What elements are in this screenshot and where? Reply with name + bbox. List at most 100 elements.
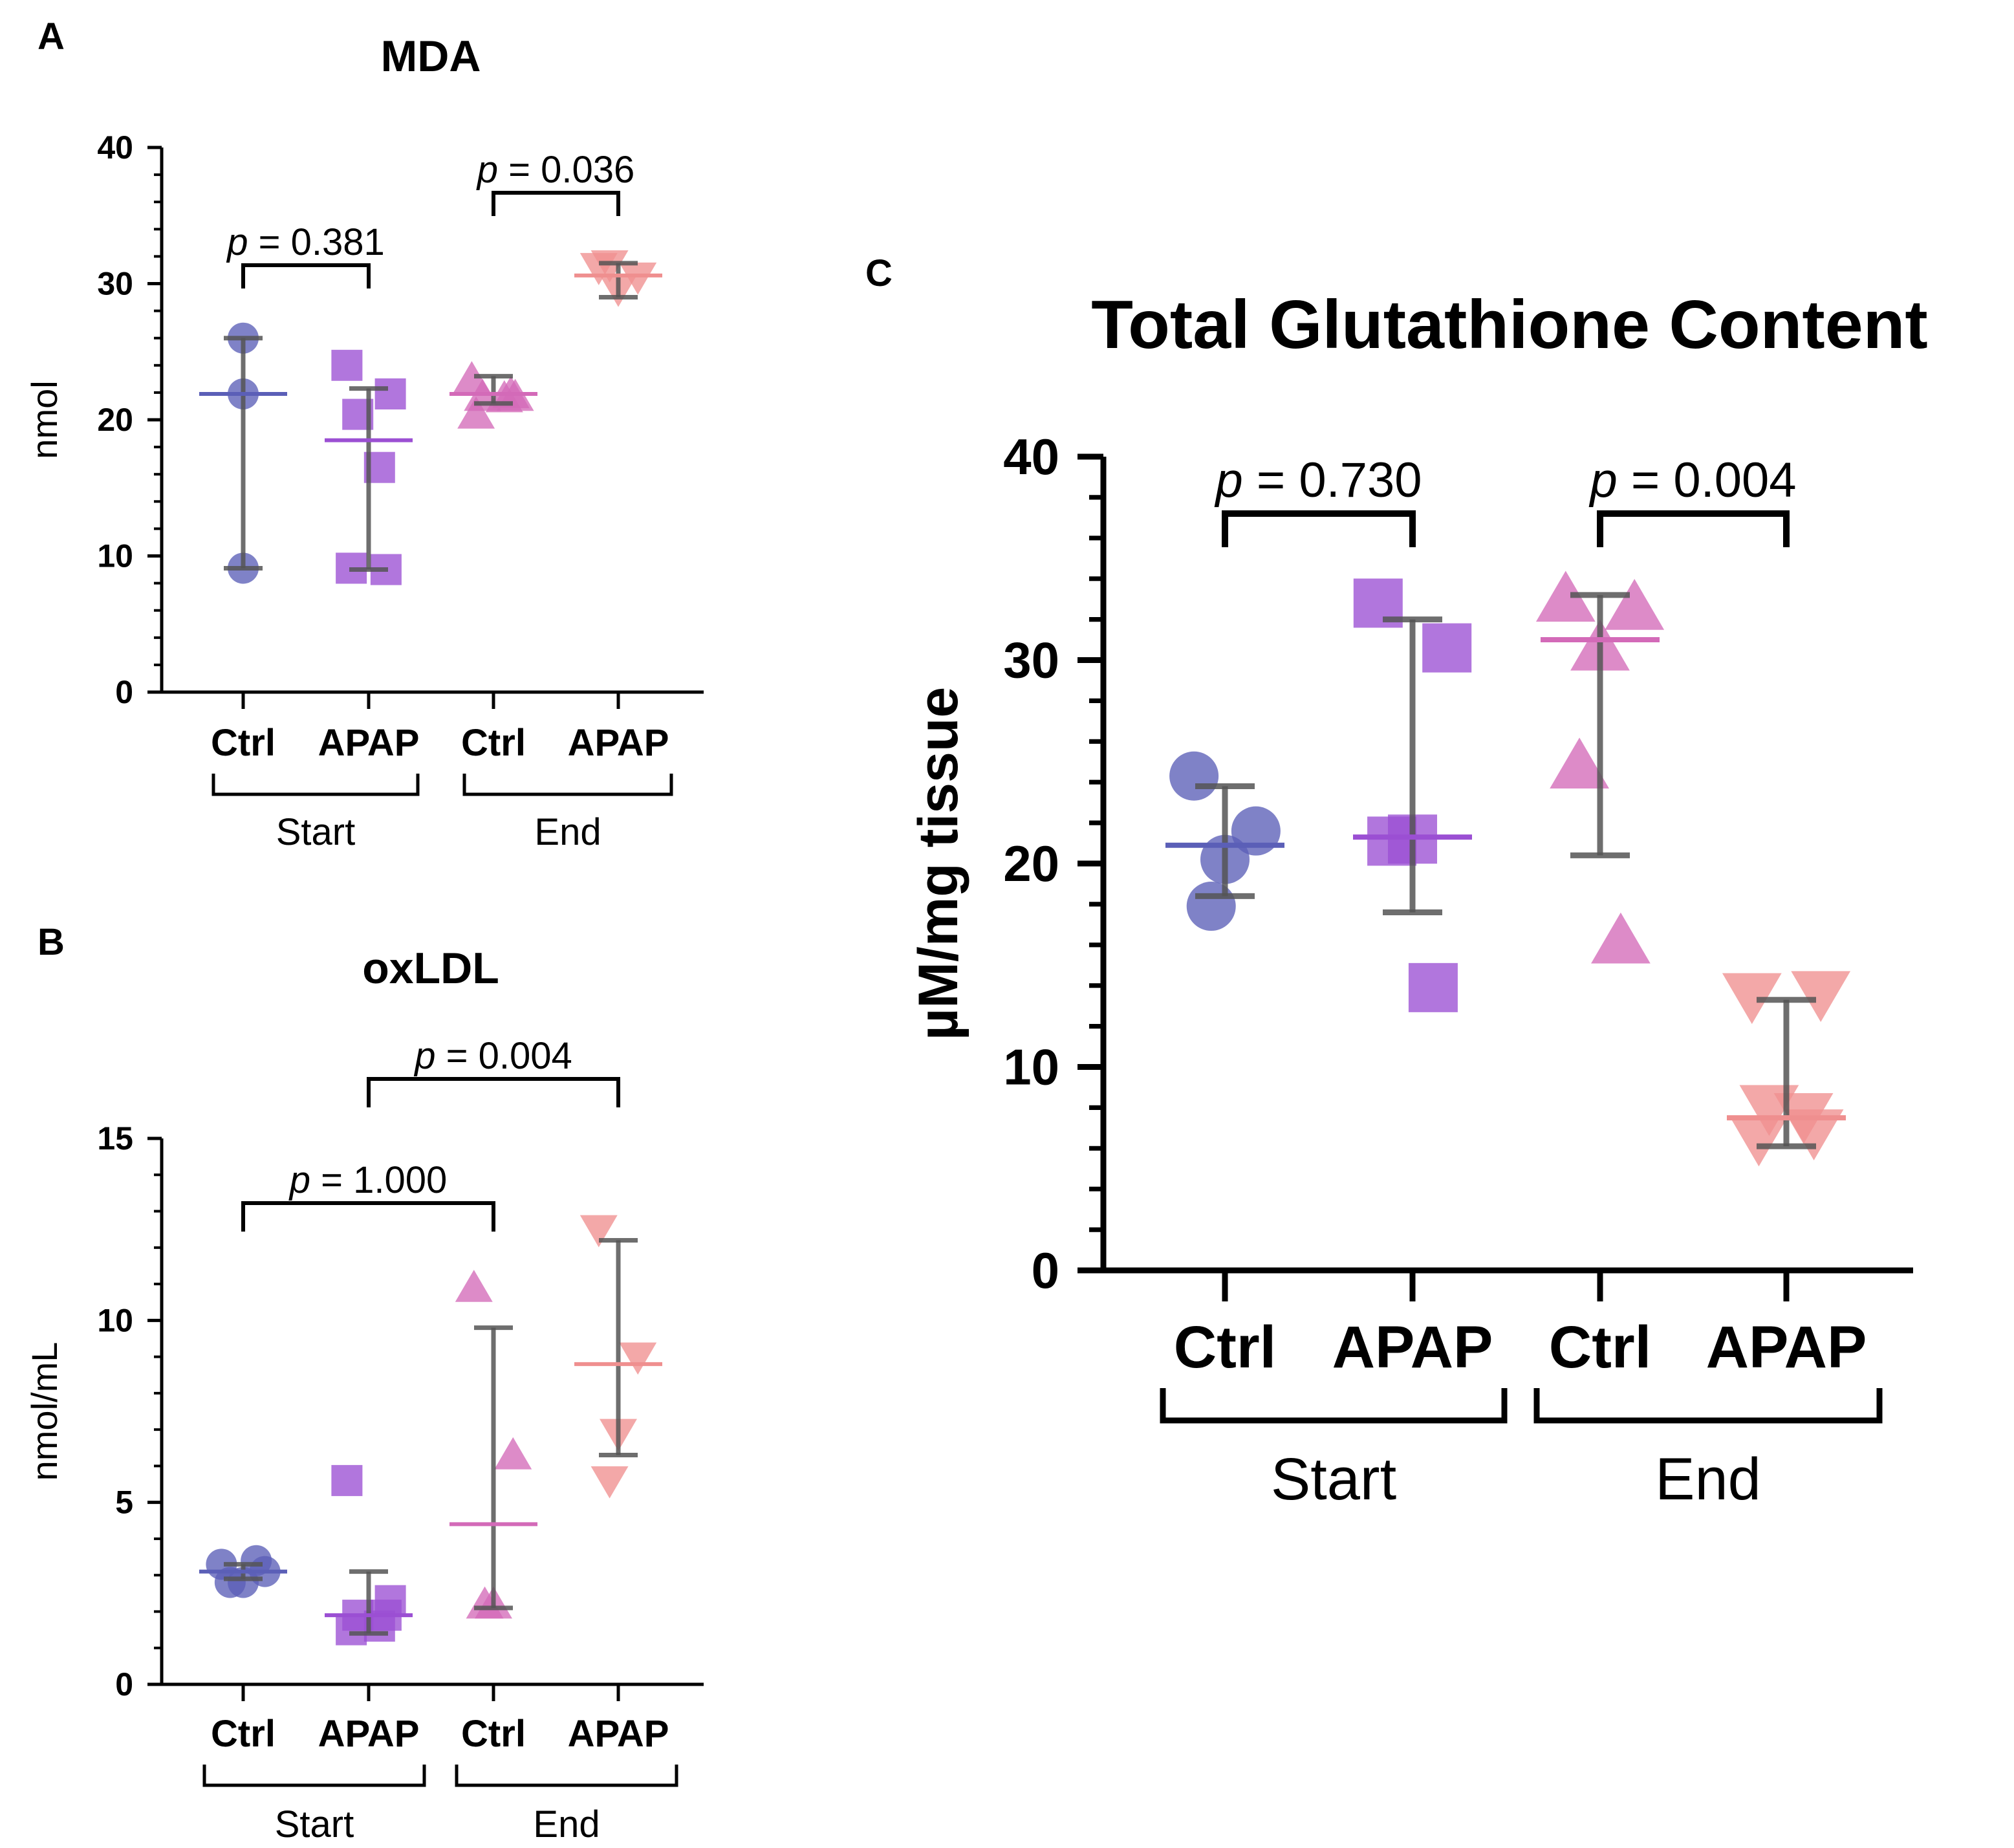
x-category-label: Ctrl [211, 722, 276, 764]
series-0 [199, 1545, 287, 1598]
y-tick-label: 30 [1003, 632, 1059, 689]
series-2 [1535, 571, 1665, 964]
data-point [331, 1464, 363, 1496]
series-2 [449, 361, 537, 429]
data-point [1169, 751, 1219, 801]
panel-letter: B [38, 921, 65, 963]
x-category-label: Ctrl [1174, 1314, 1276, 1380]
data-point [579, 1215, 618, 1248]
group-label: End [1655, 1446, 1761, 1512]
data-point [1408, 962, 1458, 1012]
group-label: End [534, 811, 601, 853]
data-point [619, 1342, 657, 1375]
panel-letter: A [38, 16, 65, 58]
group-label: Start [1271, 1446, 1396, 1512]
data-point [214, 1567, 246, 1598]
group-label: Start [275, 1803, 354, 1845]
comparison-bracket [492, 191, 620, 216]
data-point [590, 250, 629, 283]
x-category-label: Ctrl [461, 722, 526, 764]
y-tick-label: 15 [97, 1120, 133, 1157]
x-category-label: Ctrl [461, 1713, 526, 1755]
data-point [1550, 737, 1609, 788]
y-axis-title: nmol/mL [24, 1342, 65, 1481]
data-point [241, 1545, 272, 1576]
data-point [457, 396, 495, 429]
p-value-rest: = 0.036 [498, 149, 634, 191]
x-category-label: Ctrl [211, 1713, 276, 1755]
series-2 [449, 1270, 537, 1619]
data-point [1535, 571, 1596, 622]
data-point [1422, 623, 1472, 673]
group-bracket [462, 774, 673, 796]
data-point [455, 1270, 493, 1302]
y-tick-label: 5 [115, 1484, 133, 1521]
y-axis-title: nmol [24, 380, 65, 459]
comparison-bracket [241, 1201, 495, 1232]
comparison-bracket [367, 1077, 620, 1107]
p-value-italic: p [476, 149, 498, 191]
data-point [1784, 1109, 1844, 1160]
group-label: Start [276, 811, 356, 853]
comparison-bracket [1222, 510, 1416, 547]
data-point [619, 262, 657, 295]
y-tick-label: 10 [97, 1302, 133, 1338]
data-point [1722, 973, 1782, 1025]
group-bracket [202, 1765, 426, 1787]
data-point [494, 1437, 532, 1470]
y-tick-label: 20 [97, 402, 133, 438]
x-category-label: APAP [318, 722, 420, 764]
p-value-italic: p [1214, 453, 1242, 508]
group-bracket [1533, 1388, 1883, 1424]
p-value-label: p = 0.004 [413, 1035, 572, 1077]
data-point [1591, 912, 1651, 964]
data-point [1729, 1115, 1789, 1167]
data-point [1605, 579, 1665, 630]
panel-a: A MDA 0 10 20 30 40 nmol Ctrl APAP Ctrl APAP Start En… [24, 16, 704, 853]
data-point [1367, 816, 1417, 866]
group-bracket [211, 774, 420, 796]
x-category-label: Ctrl [1549, 1314, 1651, 1380]
x-category-label: APAP [1706, 1314, 1867, 1380]
p-value-label: p = 0.036 [476, 149, 635, 191]
y-tick-label: 10 [97, 538, 133, 574]
group-label: End [533, 1803, 600, 1845]
x-category-label: APAP [1332, 1314, 1493, 1380]
p-value-italic: p [288, 1159, 310, 1201]
p-value-italic: p [413, 1035, 435, 1077]
y-tick-label: 0 [1032, 1242, 1059, 1299]
series-3 [574, 1215, 662, 1499]
data-point [466, 1586, 504, 1619]
series-0 [1165, 751, 1284, 931]
y-tick-label: 20 [1003, 835, 1059, 892]
data-point [1186, 882, 1236, 931]
comparison-bracket [1597, 510, 1790, 547]
p-value-label: p = 0.004 [1588, 453, 1796, 508]
group-bracket [1160, 1388, 1508, 1424]
y-tick-label: 40 [97, 129, 133, 166]
p-value-italic: p [226, 221, 248, 263]
x-category-label: APAP [568, 722, 669, 764]
p-value-italic: p [1588, 453, 1617, 508]
series-1 [325, 349, 413, 585]
y-tick-label: 30 [97, 266, 133, 302]
series-1 [325, 1464, 413, 1646]
comparison-bracket [241, 263, 371, 288]
p-value-rest: = 0.381 [248, 221, 385, 263]
chart-title: oxLDL [362, 944, 499, 993]
p-value-rest: = 0.004 [436, 1035, 572, 1077]
chart-title: Total Glutathione Content [1091, 287, 1927, 363]
panel-letter: C [865, 252, 893, 294]
y-axis-title: µM/mg tissue [907, 687, 969, 1041]
p-value-rest: = 0.730 [1243, 453, 1422, 508]
series-0 [199, 322, 287, 584]
p-value-label: p = 1.000 [288, 1159, 448, 1201]
p-value-rest: = 1.000 [310, 1159, 447, 1201]
p-value-label: p = 0.381 [226, 221, 385, 263]
x-category-label: APAP [568, 1713, 669, 1755]
data-point [336, 1614, 367, 1646]
series-1 [1353, 578, 1472, 1012]
data-point [374, 378, 406, 410]
